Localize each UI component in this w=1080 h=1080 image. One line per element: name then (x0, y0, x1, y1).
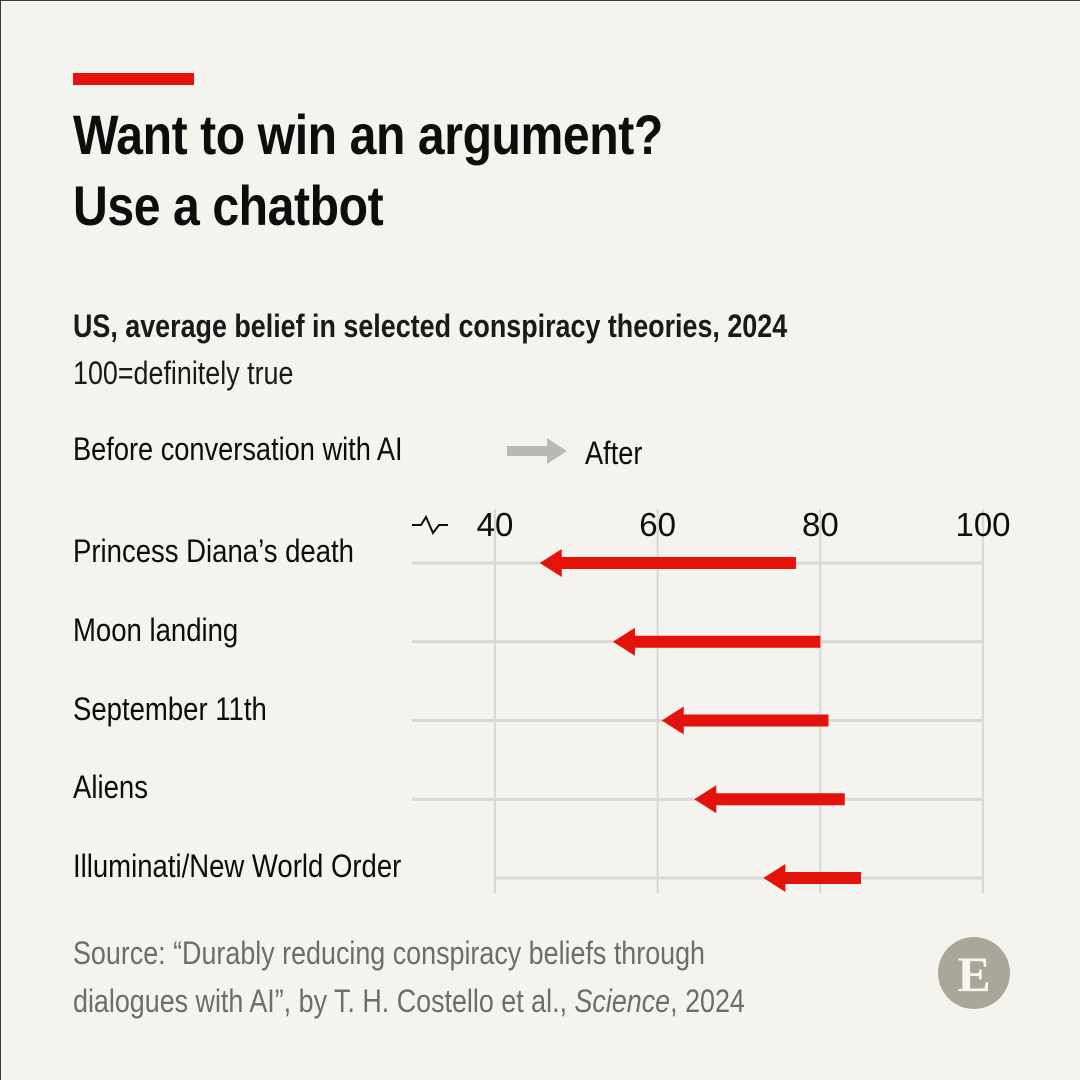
chart-subtitle: US, average belief in selected conspirac… (73, 308, 788, 344)
source-line-2-start: dialogues with AI”, by T. H. Costello et… (73, 983, 575, 1019)
arrow-shaft (784, 872, 861, 884)
arrow-layer (539, 549, 861, 892)
arrow-shaft (560, 557, 796, 569)
source-line-2-end: , 2024 (670, 983, 745, 1019)
row-label: Illuminati/New World Order (73, 848, 402, 884)
legend-arrow-icon (507, 438, 567, 464)
axis-layer: 40 60 80 100 (412, 506, 1011, 543)
arrow-shaft (682, 714, 829, 727)
arrow-head (661, 706, 684, 735)
arrow-head (539, 549, 562, 577)
row-label: Moon landing (73, 611, 239, 648)
row-label: Aliens (73, 769, 148, 806)
source-journal: Science (574, 983, 671, 1019)
arrow-chart: 40 60 80 100 (412, 506, 1011, 893)
x-tick-label: 60 (639, 506, 676, 543)
arrow-shaft (633, 635, 821, 648)
arrow-head (694, 785, 717, 814)
legend-arrow-shape (507, 438, 567, 464)
title-line-1: Want to win an argument? (73, 103, 663, 166)
x-tick-label: 80 (802, 506, 839, 543)
arrow-4 (763, 864, 861, 892)
arrow-1 (612, 627, 821, 656)
source-note: Source: “Durably reducing conspiracy bel… (73, 929, 745, 1025)
source-line-2: dialogues with AI”, by T. H. Costello et… (73, 977, 745, 1025)
arrow-0 (539, 549, 796, 577)
title-line-2: Use a chatbot (73, 174, 384, 237)
row-label: Princess Diana’s death (73, 533, 354, 569)
accent-bar (73, 73, 194, 85)
source-line-1: Source: “Durably reducing conspiracy bel… (73, 935, 706, 971)
x-tick-label: 100 (955, 506, 1010, 543)
row-label: September 11th (73, 690, 267, 727)
arrow-head (612, 627, 635, 656)
axis-break-icon (412, 514, 448, 535)
x-tick-label: 40 (477, 506, 514, 543)
arrow-shaft (715, 793, 845, 806)
legend-after-label: After (585, 435, 643, 471)
arrow-head (763, 864, 786, 892)
legend-before-label: Before conversation with AI (73, 431, 403, 467)
unit-note: 100=definitely true (73, 355, 294, 391)
arrow-3 (694, 785, 845, 814)
economist-logo: E (938, 937, 1010, 1009)
arrow-2 (661, 706, 829, 735)
logo-letter: E (957, 946, 991, 1002)
